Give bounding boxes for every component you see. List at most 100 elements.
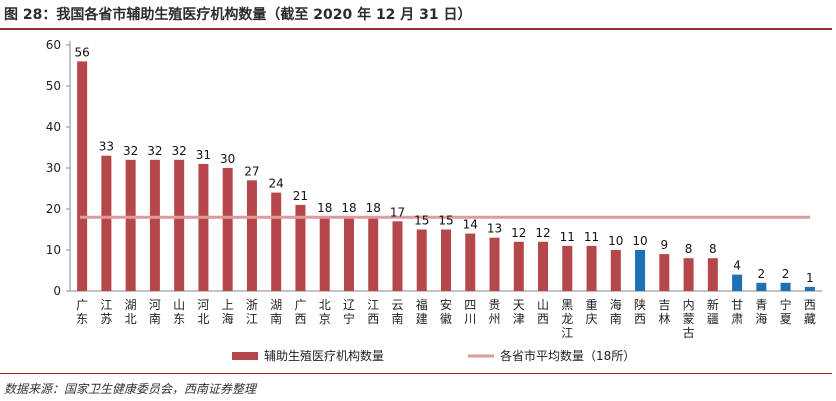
value-label: 18 xyxy=(366,201,381,215)
category-label: 福建 xyxy=(416,297,428,326)
category-label: 四川 xyxy=(464,298,476,326)
bar-11 xyxy=(343,217,354,291)
bar-7 xyxy=(246,180,257,291)
legend-label-average: 各省市平均数量（18所） xyxy=(500,348,635,363)
bar-17 xyxy=(489,237,500,291)
value-label: 32 xyxy=(172,144,187,158)
bar-28 xyxy=(756,282,767,291)
category-label: 浙江 xyxy=(246,298,258,326)
value-label: 27 xyxy=(244,164,259,178)
y-tick-label: 40 xyxy=(46,120,61,134)
bar-8 xyxy=(271,192,282,291)
title-divider xyxy=(0,28,832,30)
value-label: 18 xyxy=(317,201,332,215)
y-tick-label: 20 xyxy=(46,202,61,216)
value-label: 32 xyxy=(147,144,162,158)
category-label: 江苏 xyxy=(100,298,112,326)
category-label: 河南 xyxy=(149,298,161,326)
category-label: 天津 xyxy=(513,298,525,326)
value-label: 1 xyxy=(806,271,814,285)
category-label: 青海 xyxy=(755,298,767,326)
value-label: 15 xyxy=(438,214,453,228)
category-label: 河北 xyxy=(197,298,209,326)
bar-29 xyxy=(780,282,791,291)
legend-swatch-bars xyxy=(232,352,258,360)
bar-22 xyxy=(610,250,621,291)
bar-15 xyxy=(441,229,451,291)
category-label: 湖南 xyxy=(270,297,282,326)
footer-divider xyxy=(0,373,832,374)
value-label: 11 xyxy=(560,230,575,244)
category-label: 北京 xyxy=(319,298,331,326)
bar-4 xyxy=(174,159,185,291)
value-label: 56 xyxy=(74,45,89,59)
bar-16 xyxy=(465,233,476,291)
value-label: 21 xyxy=(293,189,308,203)
bar-5 xyxy=(198,163,209,291)
bar-1 xyxy=(101,155,112,291)
figure-title-bar: 图 28：我国各省市辅助生殖医疗机构数量（截至 2020 年 12 月 31 日… xyxy=(0,0,836,26)
value-label: 14 xyxy=(463,218,478,232)
bar-18 xyxy=(513,241,524,291)
value-label: 17 xyxy=(390,205,405,219)
y-tick-label: 30 xyxy=(46,161,61,175)
bar-30 xyxy=(804,286,815,291)
bar-3 xyxy=(149,159,160,291)
value-label: 12 xyxy=(511,226,526,240)
category-label: 内蒙古 xyxy=(683,298,695,340)
bar-14 xyxy=(416,229,427,291)
category-label: 江西 xyxy=(367,298,379,326)
bar-19 xyxy=(538,241,549,291)
value-label: 11 xyxy=(584,230,599,244)
value-label: 30 xyxy=(220,152,235,166)
bar-24 xyxy=(659,254,670,291)
chart-category-labels: 广东江苏湖北河南山东河北上海浙江湖南广西北京辽宁江西云南福建安徽四川贵州天津山西… xyxy=(76,297,816,340)
category-label: 西藏 xyxy=(804,298,816,326)
bar-10 xyxy=(319,217,330,291)
bar-2 xyxy=(125,159,136,291)
value-label: 10 xyxy=(608,234,623,248)
bar-25 xyxy=(683,258,694,291)
category-label: 黑龙江 xyxy=(561,298,573,340)
category-label: 安徽 xyxy=(440,297,452,326)
y-tick-label: 60 xyxy=(46,38,61,52)
chart-legend: 辅助生殖医疗机构数量 各省市平均数量（18所） xyxy=(232,348,635,363)
bar-0 xyxy=(77,61,88,292)
category-label: 海南 xyxy=(610,297,622,326)
value-label: 24 xyxy=(269,177,284,191)
category-label: 广东 xyxy=(76,298,88,326)
value-label: 9 xyxy=(661,238,669,252)
category-label: 贵州 xyxy=(489,298,501,326)
bar-23 xyxy=(635,250,646,291)
value-label: 8 xyxy=(709,242,717,256)
category-label: 吉林 xyxy=(658,298,670,326)
category-label: 甘肃 xyxy=(731,298,743,326)
bar-9 xyxy=(295,204,306,291)
bar-13 xyxy=(392,221,403,291)
value-label: 13 xyxy=(487,222,502,236)
legend-label-bars: 辅助生殖医疗机构数量 xyxy=(264,348,384,363)
value-label: 2 xyxy=(782,267,790,281)
bar-20 xyxy=(562,245,573,291)
bar-6 xyxy=(222,168,233,291)
category-label: 云南 xyxy=(391,298,403,326)
bar-26 xyxy=(707,258,718,291)
chart-axes: 0 10 20 30 40 50 60 xyxy=(46,38,822,298)
value-label: 32 xyxy=(123,144,138,158)
value-label: 8 xyxy=(685,242,693,256)
category-label: 重庆 xyxy=(586,298,598,326)
value-label: 15 xyxy=(414,214,429,228)
figure-title: 图 28：我国各省市辅助生殖医疗机构数量（截至 2020 年 12 月 31 日… xyxy=(4,7,472,23)
chart-bars xyxy=(77,61,815,292)
category-label: 广西 xyxy=(294,298,306,326)
value-label: 10 xyxy=(632,234,647,248)
bar-21 xyxy=(586,245,597,291)
category-label: 陕西 xyxy=(634,297,646,326)
category-label: 山东 xyxy=(173,298,185,326)
bar-12 xyxy=(368,217,379,291)
category-label: 湖北 xyxy=(125,297,137,326)
y-tick-label: 0 xyxy=(53,284,61,298)
value-label: 31 xyxy=(196,148,211,162)
y-tick-label: 10 xyxy=(46,243,61,257)
